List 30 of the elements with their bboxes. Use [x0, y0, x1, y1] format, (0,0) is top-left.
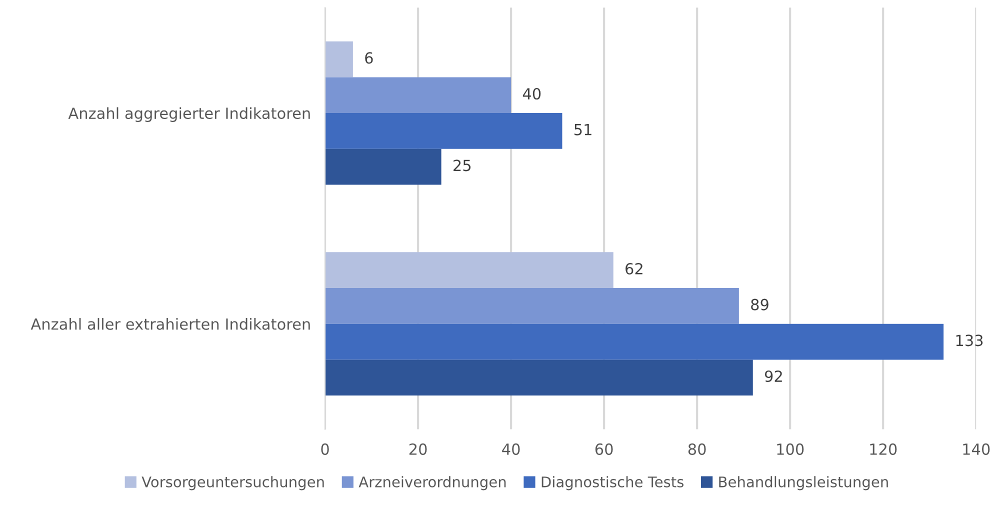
data-label: 51 [574, 124, 592, 136]
x-tick-label: 20 [409, 443, 427, 455]
data-label: 133 [956, 334, 983, 346]
data-label: 62 [626, 262, 642, 275]
bar [325, 41, 353, 78]
bar [325, 360, 753, 396]
x-tick-label: 120 [870, 443, 897, 455]
bar [325, 252, 614, 288]
x-tick-label: 0 [321, 443, 329, 455]
y-tick-label: Anzahl aller extrahierten Indikatoren [30, 318, 310, 330]
legend-label: Arzneiverordnungen [358, 476, 506, 490]
x-tick-label: 100 [777, 443, 804, 455]
x-tick-label: 140 [963, 443, 990, 455]
bar [325, 148, 442, 185]
legend-label: Diagnostische Tests [542, 476, 684, 490]
x-tick-label: 40 [502, 443, 520, 455]
data-label: 92 [764, 370, 782, 382]
legend-label: Vorsorgeuntersuchungen [142, 476, 324, 490]
bar [325, 77, 512, 114]
bar [325, 288, 739, 324]
x-tick-label: 60 [595, 443, 613, 455]
x-tick-label: 80 [688, 443, 706, 455]
y-tick-label: Anzahl aggregierter Indikatoren [68, 107, 310, 122]
data-label: 25 [454, 160, 471, 172]
data-label: 89 [751, 298, 768, 310]
data-label: 40 [522, 88, 541, 100]
data-label: 6 [365, 52, 373, 64]
bar [325, 324, 944, 360]
bar [325, 113, 562, 149]
legend-label: Behandlungsleistungen [719, 476, 888, 490]
